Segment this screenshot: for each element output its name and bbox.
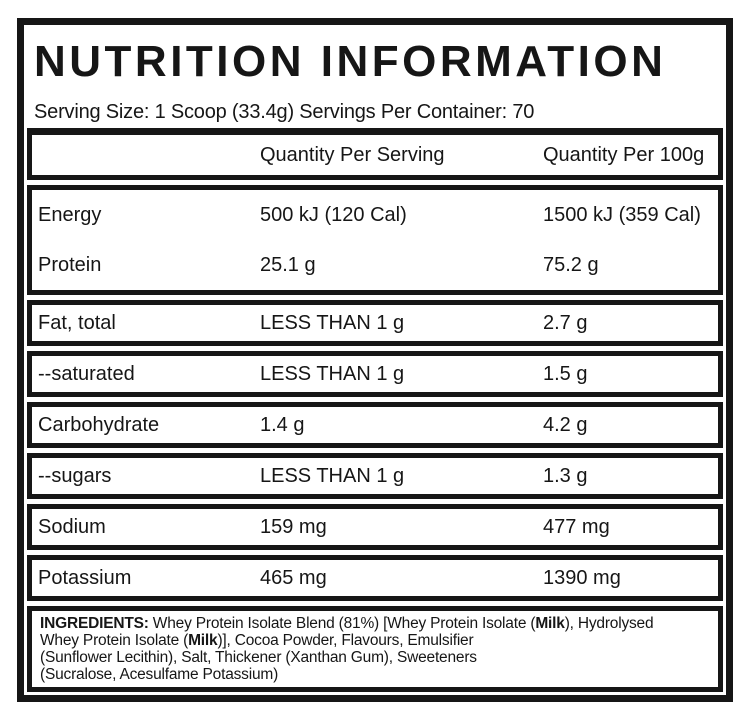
energy-protein-group: Energy 500 kJ (120 Cal) 1500 kJ (359 Cal… [27, 185, 723, 295]
ingredients-section: INGREDIENTS: Whey Protein Isolate Blend … [27, 606, 723, 692]
value-per-serving: 25.1 g [260, 253, 316, 276]
value-per-100g: 477 mg [543, 515, 610, 538]
nutrient-name: --saturated [38, 362, 135, 385]
nutrient-name: Sodium [38, 515, 106, 538]
nutrient-name: Energy [38, 203, 102, 226]
ingredients-line: Whey Protein Isolate (Milk)], Cocoa Powd… [40, 632, 474, 649]
value-per-100g: 75.2 g [543, 253, 599, 276]
column-header-per-serving: Quantity Per Serving [260, 143, 445, 166]
value-per-serving: LESS THAN 1 g [260, 311, 405, 334]
value-per-serving: 1.4 g [260, 413, 305, 436]
saturated-fat-group: --saturated LESS THAN 1 g 1.5 g [27, 351, 723, 397]
value-per-serving: 159 mg [260, 515, 327, 538]
value-per-serving: 465 mg [260, 566, 327, 589]
sodium-group: Sodium 159 mg 477 mg [27, 504, 723, 550]
table-row-energy: Energy 500 kJ (120 Cal) 1500 kJ (359 Cal… [32, 190, 718, 240]
nutrient-name: Carbohydrate [38, 413, 160, 436]
ingredients-line: (Sucralose, Acesulfame Potassium) [40, 666, 279, 683]
value-per-100g: 2.7 g [543, 311, 588, 334]
value-per-100g: 4.2 g [543, 413, 588, 436]
nutrient-name: Protein [38, 253, 102, 276]
table-row-protein: Protein 25.1 g 75.2 g [32, 240, 718, 290]
fat-total-group: Fat, total LESS THAN 1 g 2.7 g [27, 300, 723, 346]
table-row-sodium: Sodium 159 mg 477 mg [32, 509, 718, 545]
column-header-per-100g: Quantity Per 100g [543, 143, 705, 166]
nutrient-name: Potassium [38, 566, 132, 589]
value-per-100g: 1.5 g [543, 362, 588, 385]
nutrition-panel: NUTRITION INFORMATION Serving Size: 1 Sc… [17, 18, 733, 702]
ingredients-line: (Sunflower Lecithin), Salt, Thickener (X… [40, 649, 477, 666]
label-title: NUTRITION INFORMATION [34, 37, 667, 86]
potassium-group: Potassium 465 mg 1390 mg [27, 555, 723, 601]
table-row-saturated: --saturated LESS THAN 1 g 1.5 g [32, 356, 718, 392]
value-per-serving: LESS THAN 1 g [260, 362, 405, 385]
table-row-potassium: Potassium 465 mg 1390 mg [32, 560, 718, 596]
table-row-fat-total: Fat, total LESS THAN 1 g 2.7 g [32, 305, 718, 341]
table-row-sugars: --sugars LESS THAN 1 g 1.3 g [32, 458, 718, 494]
ingredients-text: INGREDIENTS: Whey Protein Isolate Blend … [40, 615, 710, 683]
carbohydrate-group: Carbohydrate 1.4 g 4.2 g [27, 402, 723, 448]
value-per-serving: LESS THAN 1 g [260, 464, 405, 487]
nutrient-name: --sugars [38, 464, 112, 487]
label-header: NUTRITION INFORMATION Serving Size: 1 Sc… [27, 25, 723, 128]
nutrient-name: Fat, total [38, 311, 116, 334]
value-per-serving: 500 kJ (120 Cal) [260, 203, 407, 226]
value-per-100g: 1.3 g [543, 464, 588, 487]
sugars-group: --sugars LESS THAN 1 g 1.3 g [27, 453, 723, 499]
value-per-100g: 1390 mg [543, 566, 621, 589]
column-header-row: Quantity Per Serving Quantity Per 100g [27, 128, 723, 180]
table-row-carbohydrate: Carbohydrate 1.4 g 4.2 g [32, 407, 718, 443]
value-per-100g: 1500 kJ (359 Cal) [543, 203, 701, 226]
serving-info: Serving Size: 1 Scoop (33.4g) Servings P… [34, 101, 535, 123]
ingredients-line: INGREDIENTS: Whey Protein Isolate Blend … [40, 615, 654, 632]
